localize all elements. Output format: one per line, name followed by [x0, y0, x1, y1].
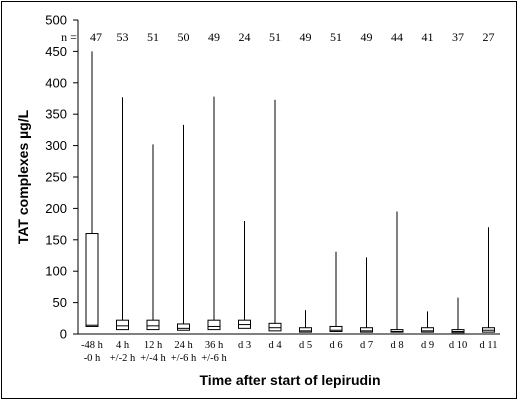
box-group: [360, 257, 373, 333]
x-tick-label-line1: d 8: [390, 340, 403, 351]
box-iqr: [207, 319, 221, 331]
n-label: 51: [269, 30, 281, 44]
x-tick-label-line2: +/-6 h: [201, 353, 227, 364]
x-tick-label-line1: d 6: [329, 340, 342, 351]
n-label: 53: [117, 30, 129, 44]
x-tick-label-line1: d 7: [360, 340, 373, 351]
n-label: 51: [147, 30, 159, 44]
boxes: [85, 51, 495, 334]
box-iqr: [146, 319, 160, 331]
y-tick-label: 300: [45, 138, 67, 153]
box-group: [329, 251, 343, 332]
x-tick-label-line1: d 10: [449, 340, 467, 351]
y-tick-label: 350: [45, 107, 67, 122]
x-tick-label-line2: +/-6 h: [171, 353, 197, 364]
n-label: 27: [483, 30, 495, 44]
box-group: [421, 311, 434, 333]
x-tick-label-line1: 12 h: [144, 340, 163, 351]
box-iqr: [116, 319, 129, 331]
y-tick-label: 400: [45, 75, 67, 90]
box-iqr: [329, 325, 343, 332]
box-group: [146, 144, 160, 331]
x-tick-label-line1: d 4: [268, 340, 282, 351]
x-tick-label-line1: d 5: [299, 340, 312, 351]
x-tick-label-line1: 36 h: [205, 340, 224, 351]
y-tick-label: 500: [45, 13, 67, 28]
x-tick-label-line2: +/-4 h: [140, 353, 166, 364]
n-label: 49: [361, 30, 373, 44]
n-label: 51: [330, 30, 342, 44]
y-tick-label: 250: [45, 170, 67, 185]
box-group: [451, 297, 465, 334]
x-tick-label-line1: 4 h: [116, 340, 130, 351]
box-group: [116, 97, 129, 331]
box-group: [85, 51, 99, 327]
x-tick-label-line1: d 9: [421, 340, 434, 351]
axes: [77, 20, 500, 335]
n-label: 37: [452, 30, 464, 44]
box-iqr: [421, 327, 434, 333]
x-tick-label-line1: d 3: [238, 340, 251, 351]
x-axis-title: Time after start of lepirudin: [200, 372, 381, 388]
x-tick-label-line1: -48 h: [81, 340, 104, 351]
box-group: [268, 99, 282, 332]
n-prefix-label: n =: [61, 30, 77, 44]
x-tick-label-line1: d 11: [480, 340, 498, 351]
n-label: 24: [239, 30, 251, 44]
box-iqr: [360, 327, 373, 333]
box-group: [177, 124, 190, 331]
y-tick-label: 150: [45, 232, 67, 247]
box-group: [299, 310, 312, 333]
y-tick-label: 100: [45, 264, 67, 279]
x-tick-label-line2: +/-2 h: [110, 353, 136, 364]
n-label: 49: [208, 30, 220, 44]
box-iqr: [268, 322, 282, 332]
n-label: 50: [178, 30, 190, 44]
y-axis-title: TAT complexes µg/L: [15, 109, 31, 244]
box-iqr: [177, 323, 190, 331]
x-tick-label-line1: 24 h: [174, 340, 193, 351]
box-group: [238, 220, 251, 329]
n-label: 44: [391, 30, 403, 44]
box-group: [390, 211, 404, 333]
box-iqr: [299, 327, 312, 333]
n-label: 49: [300, 30, 312, 44]
n-annotations: 47 53 51 50 49 24 51 49 51 49 44 41 37 27: [90, 30, 495, 44]
x-tick-label-line2: -0 h: [84, 353, 101, 364]
y-tick-label: 0: [60, 327, 67, 342]
y-tick-label: 450: [45, 44, 67, 59]
y-tick-label: 50: [53, 295, 67, 310]
y-tick-label: 200: [45, 201, 67, 216]
box-group: [207, 96, 221, 331]
box-iqr: [85, 233, 99, 327]
box-iqr: [390, 329, 404, 333]
y-ticks: 0 50 100 150 200 250 300 350 400 450 500: [45, 13, 78, 342]
n-label: 41: [422, 30, 434, 44]
box-group: [482, 227, 495, 333]
x-tick-labels: -48 h -0 h 4 h +/-2 h 12 h +/-4 h 24 h +/-6 h 36…: [81, 340, 497, 364]
n-label: 47: [90, 30, 102, 44]
